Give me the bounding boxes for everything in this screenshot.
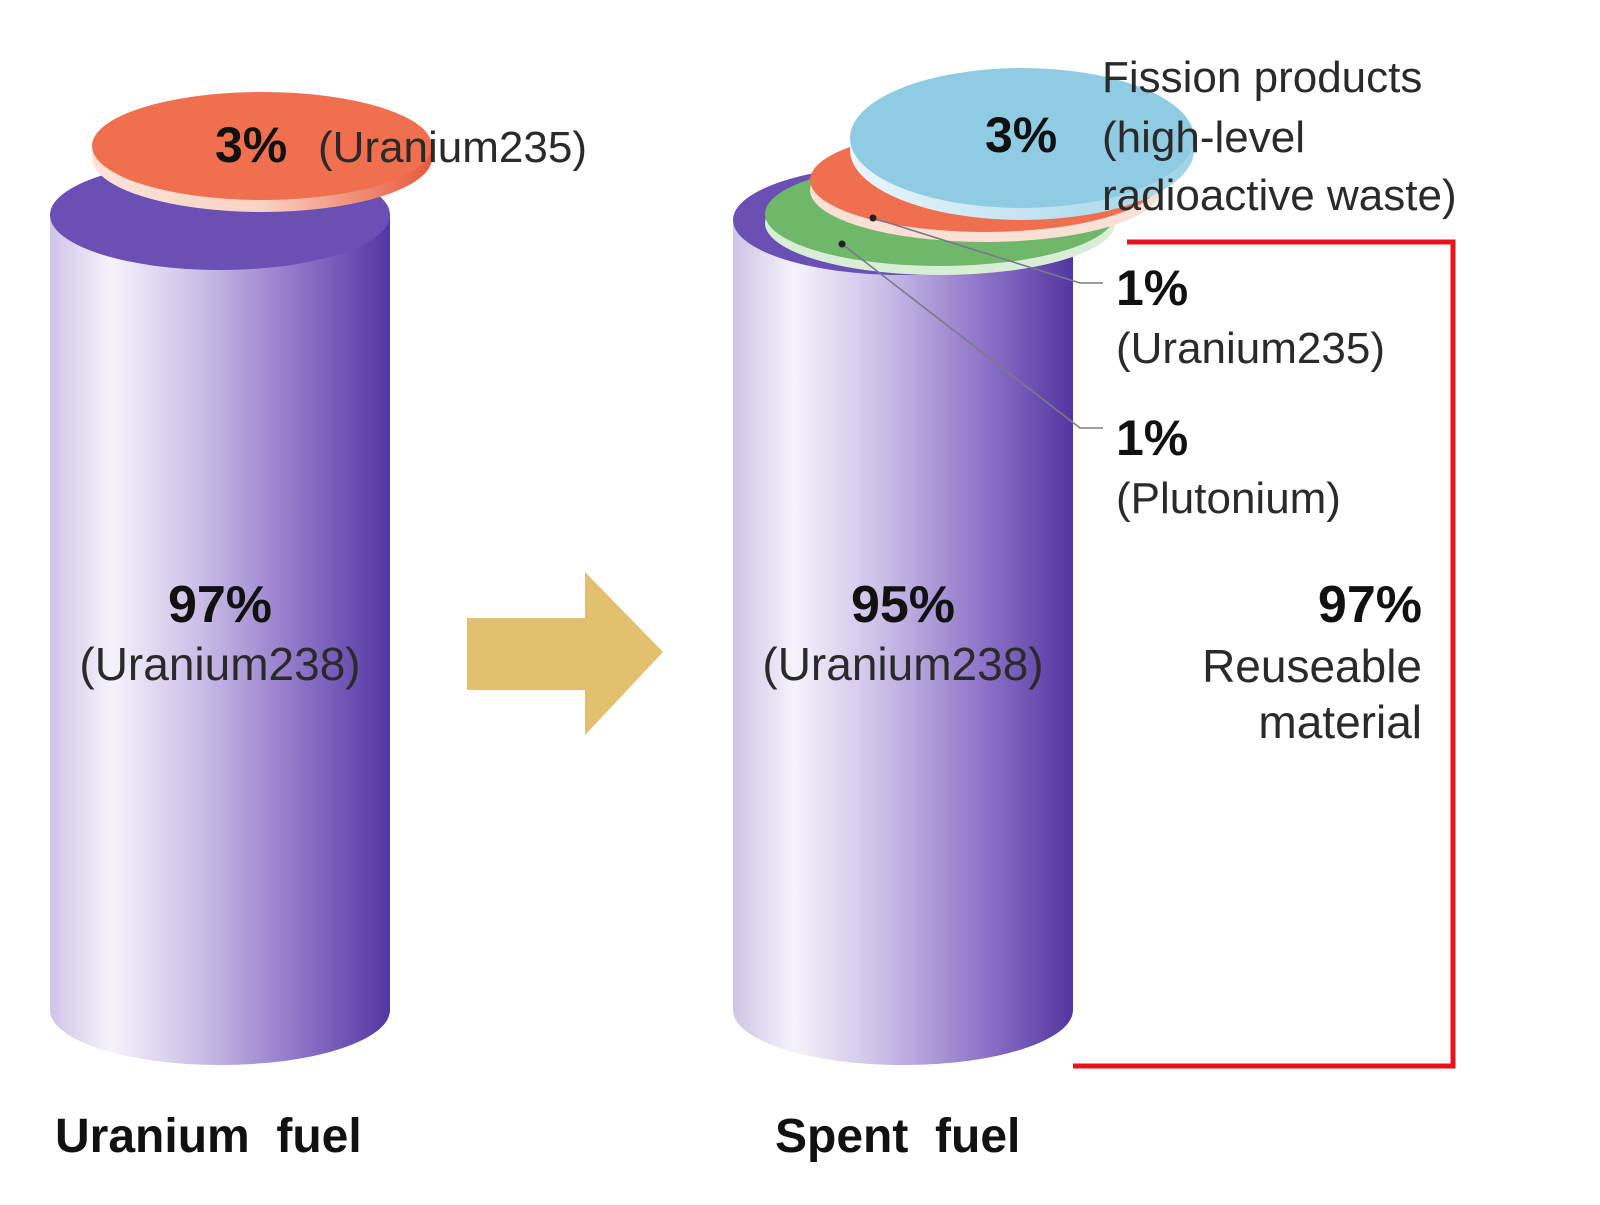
uranium235-leader-dot	[869, 214, 877, 222]
reusable-bracket	[1073, 239, 1456, 1069]
plutonium-leader-dot	[838, 240, 846, 248]
spent-fuel-body-percent: 95%	[851, 576, 955, 634]
reusable-line1: Reuseable	[1202, 640, 1422, 692]
uranium-fuel-top-percent: 3%	[215, 117, 287, 173]
fission-percent: 3%	[985, 107, 1057, 163]
fission-label-line2: (high-level	[1102, 113, 1305, 162]
fission-label-line3: radioactive waste)	[1102, 171, 1457, 220]
fission-label-line1: Fission products	[1102, 53, 1422, 102]
uranium-fuel-top-label: (Uranium235)	[318, 123, 587, 172]
transition-arrow	[467, 572, 663, 735]
fission-products-disk	[850, 68, 1194, 220]
uranium-fuel-body-percent: 97%	[168, 576, 272, 634]
plutonium-label: (Plutonium)	[1116, 474, 1341, 523]
uranium-fuel-body-label: (Uranium238)	[79, 638, 360, 690]
uranium-fuel-caption: Uranium fuel	[55, 1110, 362, 1163]
uranium235-label: (Uranium235)	[1116, 324, 1385, 373]
reusable-percent: 97%	[1318, 576, 1422, 634]
spent-fuel-body-label: (Uranium238)	[762, 638, 1043, 690]
uranium235-percent: 1%	[1116, 260, 1188, 316]
plutonium-percent: 1%	[1116, 410, 1188, 466]
spent-fuel-caption: Spent fuel	[775, 1110, 1020, 1163]
leader-lines	[841, 217, 1103, 429]
uranium235-disk	[92, 92, 432, 212]
reusable-line2: material	[1258, 696, 1422, 748]
